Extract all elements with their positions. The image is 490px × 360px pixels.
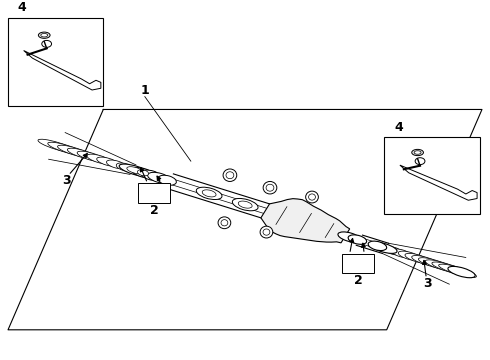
Ellipse shape	[58, 145, 90, 157]
Ellipse shape	[106, 160, 126, 169]
Ellipse shape	[97, 157, 119, 166]
Ellipse shape	[38, 32, 50, 38]
Ellipse shape	[432, 262, 467, 275]
Ellipse shape	[405, 253, 430, 263]
Ellipse shape	[309, 194, 316, 200]
Ellipse shape	[196, 187, 222, 199]
Text: 1: 1	[141, 84, 149, 97]
Text: 4: 4	[394, 121, 403, 134]
Ellipse shape	[223, 169, 237, 181]
Ellipse shape	[119, 164, 151, 176]
Ellipse shape	[338, 232, 361, 242]
Ellipse shape	[306, 191, 318, 203]
Ellipse shape	[370, 242, 397, 253]
Polygon shape	[24, 50, 101, 90]
Ellipse shape	[348, 235, 367, 244]
Ellipse shape	[266, 184, 274, 191]
Text: 3: 3	[62, 174, 71, 187]
Ellipse shape	[127, 167, 143, 174]
Ellipse shape	[414, 151, 421, 154]
Ellipse shape	[263, 181, 277, 194]
Ellipse shape	[77, 151, 104, 162]
Ellipse shape	[448, 266, 475, 278]
Bar	[384, 137, 480, 213]
Ellipse shape	[368, 241, 387, 251]
Text: 3: 3	[423, 277, 432, 290]
Ellipse shape	[425, 260, 458, 272]
Ellipse shape	[116, 163, 133, 171]
Ellipse shape	[41, 33, 48, 37]
Ellipse shape	[238, 201, 252, 208]
Ellipse shape	[132, 168, 154, 178]
Ellipse shape	[141, 170, 161, 180]
Bar	[8, 18, 103, 106]
Ellipse shape	[226, 172, 234, 179]
Text: 2: 2	[354, 274, 363, 287]
Ellipse shape	[158, 175, 176, 185]
Ellipse shape	[232, 198, 258, 211]
Ellipse shape	[418, 258, 448, 269]
Ellipse shape	[415, 158, 425, 165]
Ellipse shape	[218, 217, 231, 229]
Ellipse shape	[38, 139, 76, 153]
Ellipse shape	[67, 148, 97, 159]
Ellipse shape	[137, 170, 148, 176]
Ellipse shape	[147, 172, 171, 183]
Polygon shape	[261, 199, 350, 243]
Ellipse shape	[392, 249, 412, 258]
Ellipse shape	[202, 190, 216, 197]
Ellipse shape	[126, 166, 140, 174]
Ellipse shape	[48, 142, 83, 155]
Ellipse shape	[378, 244, 393, 252]
Polygon shape	[400, 165, 477, 200]
Ellipse shape	[42, 40, 51, 48]
Ellipse shape	[221, 220, 228, 226]
Text: 4: 4	[18, 1, 26, 14]
Bar	[138, 184, 170, 203]
Ellipse shape	[87, 154, 111, 164]
Ellipse shape	[260, 226, 273, 238]
Bar	[343, 254, 374, 273]
Text: 2: 2	[149, 204, 158, 217]
Ellipse shape	[263, 229, 270, 235]
Ellipse shape	[398, 251, 421, 261]
Ellipse shape	[439, 264, 476, 278]
Ellipse shape	[385, 247, 402, 255]
Ellipse shape	[412, 256, 439, 266]
Ellipse shape	[412, 149, 423, 156]
